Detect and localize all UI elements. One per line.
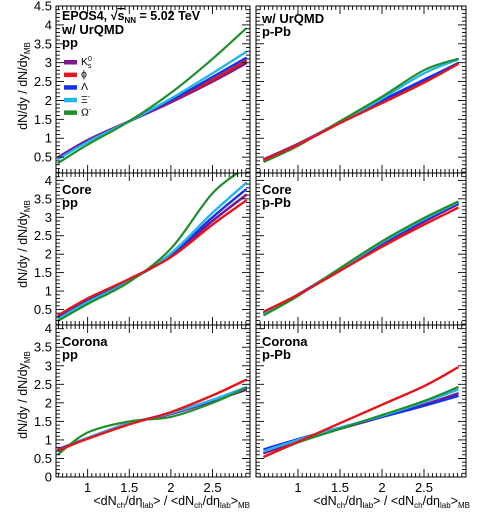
series-group	[57, 173, 248, 322]
y-tick-label: 4	[45, 173, 52, 188]
series-group	[263, 57, 459, 163]
legend-item: Ω-	[64, 106, 92, 118]
x-tick-label: 1	[294, 480, 301, 495]
y-axis-title-middle: dN/dy / dN/dyMB	[16, 200, 32, 288]
y-axis-title-main: dN/dy / dN/dy	[16, 53, 30, 129]
series-group	[263, 366, 459, 458]
series-line-Omega	[57, 27, 247, 164]
x-tick-label: 2	[167, 480, 174, 495]
series-line-phi	[57, 378, 247, 452]
y-tick-label: 3	[45, 358, 52, 373]
legend-swatch	[64, 85, 77, 90]
panel-label: Core	[62, 182, 92, 197]
y-tick-label: 3	[45, 55, 52, 70]
y-tick-label: 4	[45, 17, 52, 32]
series-line-Omega	[263, 386, 459, 458]
series-line-phi	[57, 199, 247, 317]
x-axis-title-right: <dNch/dηlab> / <dNch/dηlab>MB	[313, 494, 470, 510]
y-tick-label: 4.5	[34, 0, 52, 14]
series-line-phi	[263, 63, 459, 161]
y-tick-label: 0	[45, 470, 52, 485]
legend-label: K0 s	[81, 56, 92, 70]
y-tick-label: 4	[45, 321, 52, 336]
panel-label: pp	[62, 35, 78, 50]
x-tick-label: 1.5	[120, 480, 138, 495]
y-tick-label: 1	[45, 284, 52, 299]
series-group	[263, 200, 459, 317]
legend-swatch	[64, 72, 77, 78]
y-axis-title-top: dN/dy / dN/dyMB	[16, 42, 32, 130]
series-line-Xi	[57, 50, 247, 161]
legend-item: ϕ	[64, 69, 87, 81]
series-group	[57, 27, 248, 164]
panel-label: p-Pb	[262, 347, 291, 362]
x-tick-label: 2.5	[415, 480, 433, 495]
series-group	[57, 378, 248, 456]
legend-swatch	[64, 97, 77, 103]
y-tick-label: 1	[45, 432, 52, 447]
series-line-phi	[263, 206, 459, 313]
y-tick-label: 2.5	[34, 377, 52, 392]
panel-label: pp	[62, 347, 78, 362]
legend-item: Ξ-	[64, 94, 91, 106]
y-tick-label: 1.5	[34, 265, 52, 280]
panel-label: w/ UrQMD	[61, 22, 124, 37]
y-tick-label: 3.5	[34, 340, 52, 355]
legend-label: Ξ-	[81, 94, 91, 106]
y-tick-label: 3.5	[34, 36, 52, 51]
x-tick-label: 1	[84, 480, 91, 495]
x-axis-title-left: <dNch/dηlab> / <dNch/dηlab>MB	[93, 494, 250, 510]
y-tick-label: 0.5	[34, 302, 52, 317]
y-axis-title-bottom: dN/dy / dN/dyMB	[16, 351, 32, 439]
panel-label: pp	[62, 195, 78, 210]
legend-swatch	[64, 60, 77, 65]
y-axis-title-sub: MB	[23, 200, 32, 212]
legend-item: Λ	[64, 81, 88, 93]
panel-label: p-Pb	[262, 24, 291, 39]
panel-label: p-Pb	[262, 195, 291, 210]
y-tick-label: 3.5	[34, 191, 52, 206]
x-tick-label: 1.5	[331, 480, 349, 495]
panel-label: Corona	[262, 334, 308, 349]
y-tick-label: 2	[45, 93, 52, 108]
panel-frame	[55, 324, 251, 478]
y-tick-label: 0.5	[34, 451, 52, 466]
legend-item: K0 s	[64, 56, 92, 70]
y-tick-label: 2	[45, 247, 52, 262]
legend-swatch	[64, 110, 77, 115]
series-line-phi	[263, 366, 459, 458]
y-axis-title-sub: MB	[23, 42, 32, 54]
panel-label: Core	[262, 182, 292, 197]
y-axis-title-main: dN/dy / dN/dy	[16, 362, 30, 438]
series-line-Omega	[57, 173, 240, 322]
y-axis-title-sub: MB	[23, 351, 32, 363]
y-axis-title-main: dN/dy / dN/dy	[16, 211, 30, 287]
x-tick-label: 2.5	[203, 480, 221, 495]
y-tick-label: 3	[45, 210, 52, 225]
legend-label: Λ	[81, 81, 88, 93]
legend-label: ϕ	[81, 69, 87, 81]
y-tick-label: 2	[45, 395, 52, 410]
y-tick-label: 0.5	[34, 150, 52, 165]
y-tick-label: 1.5	[34, 112, 52, 127]
x-tick-label: 2	[378, 480, 385, 495]
y-tick-label: 2.5	[34, 74, 52, 89]
legend-label: Ω-	[81, 106, 92, 118]
panel-label: Corona	[62, 334, 108, 349]
series-line-Omega	[263, 200, 459, 317]
y-tick-label: 1	[45, 131, 52, 146]
y-tick-label: 1.5	[34, 414, 52, 429]
panel-label: w/ UrQMD	[261, 11, 324, 26]
header-energy: EPOS4, √sNN = 5.02 TeV	[62, 9, 201, 25]
y-tick-label: 2.5	[34, 228, 52, 243]
